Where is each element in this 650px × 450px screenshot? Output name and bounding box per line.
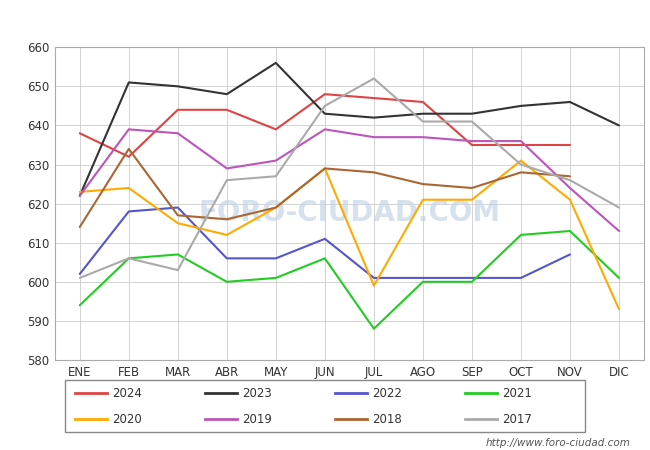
Text: 2017: 2017 bbox=[502, 413, 532, 426]
Text: 2024: 2024 bbox=[112, 387, 142, 400]
Text: 2022: 2022 bbox=[372, 387, 402, 400]
Text: FORO-CIUDAD.COM: FORO-CIUDAD.COM bbox=[198, 199, 500, 227]
Text: 2023: 2023 bbox=[242, 387, 272, 400]
Text: 2021: 2021 bbox=[502, 387, 532, 400]
Text: Afiliados en Encinedo a 30/11/2024: Afiliados en Encinedo a 30/11/2024 bbox=[171, 14, 479, 33]
Text: 2020: 2020 bbox=[112, 413, 142, 426]
Text: http://www.foro-ciudad.com: http://www.foro-ciudad.com bbox=[486, 438, 630, 448]
Text: 2018: 2018 bbox=[372, 413, 402, 426]
Text: 2019: 2019 bbox=[242, 413, 272, 426]
